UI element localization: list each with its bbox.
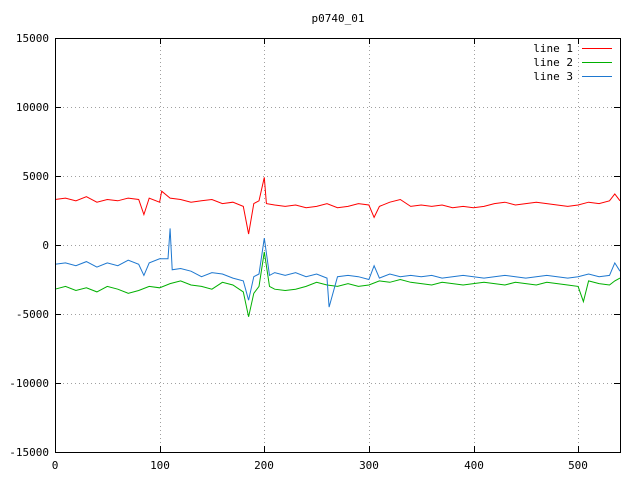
legend-label-2: line 2 [533,56,573,69]
x-tick-label: 100 [150,459,170,472]
x-tick-label: 200 [254,459,274,472]
y-tick-label: -15000 [9,446,49,459]
x-tick-label: 400 [464,459,484,472]
x-tick-label: 0 [52,459,59,472]
series-line-1 [54,177,621,235]
axis-ticks: 0 100 200 300 400 500 15000 10000 5000 0 -5000 -100… [9,32,620,472]
y-tick-label: 0 [42,239,49,252]
grid-lines [55,38,620,452]
chart-title: p0740_01 [312,12,365,25]
y-tick-label: -5000 [16,308,49,321]
y-tick-label: 5000 [23,170,50,183]
series-line-3 [54,228,621,308]
series-line-2 [54,251,621,317]
series-lines [54,177,621,317]
x-tick-label: 500 [568,459,588,472]
legend-label-3: line 3 [533,70,573,83]
y-tick-label: 10000 [16,101,49,114]
y-tick-label: 15000 [16,32,49,45]
x-tick-label: 300 [359,459,379,472]
legend-label-1: line 1 [533,42,573,55]
y-tick-label: -10000 [9,377,49,390]
